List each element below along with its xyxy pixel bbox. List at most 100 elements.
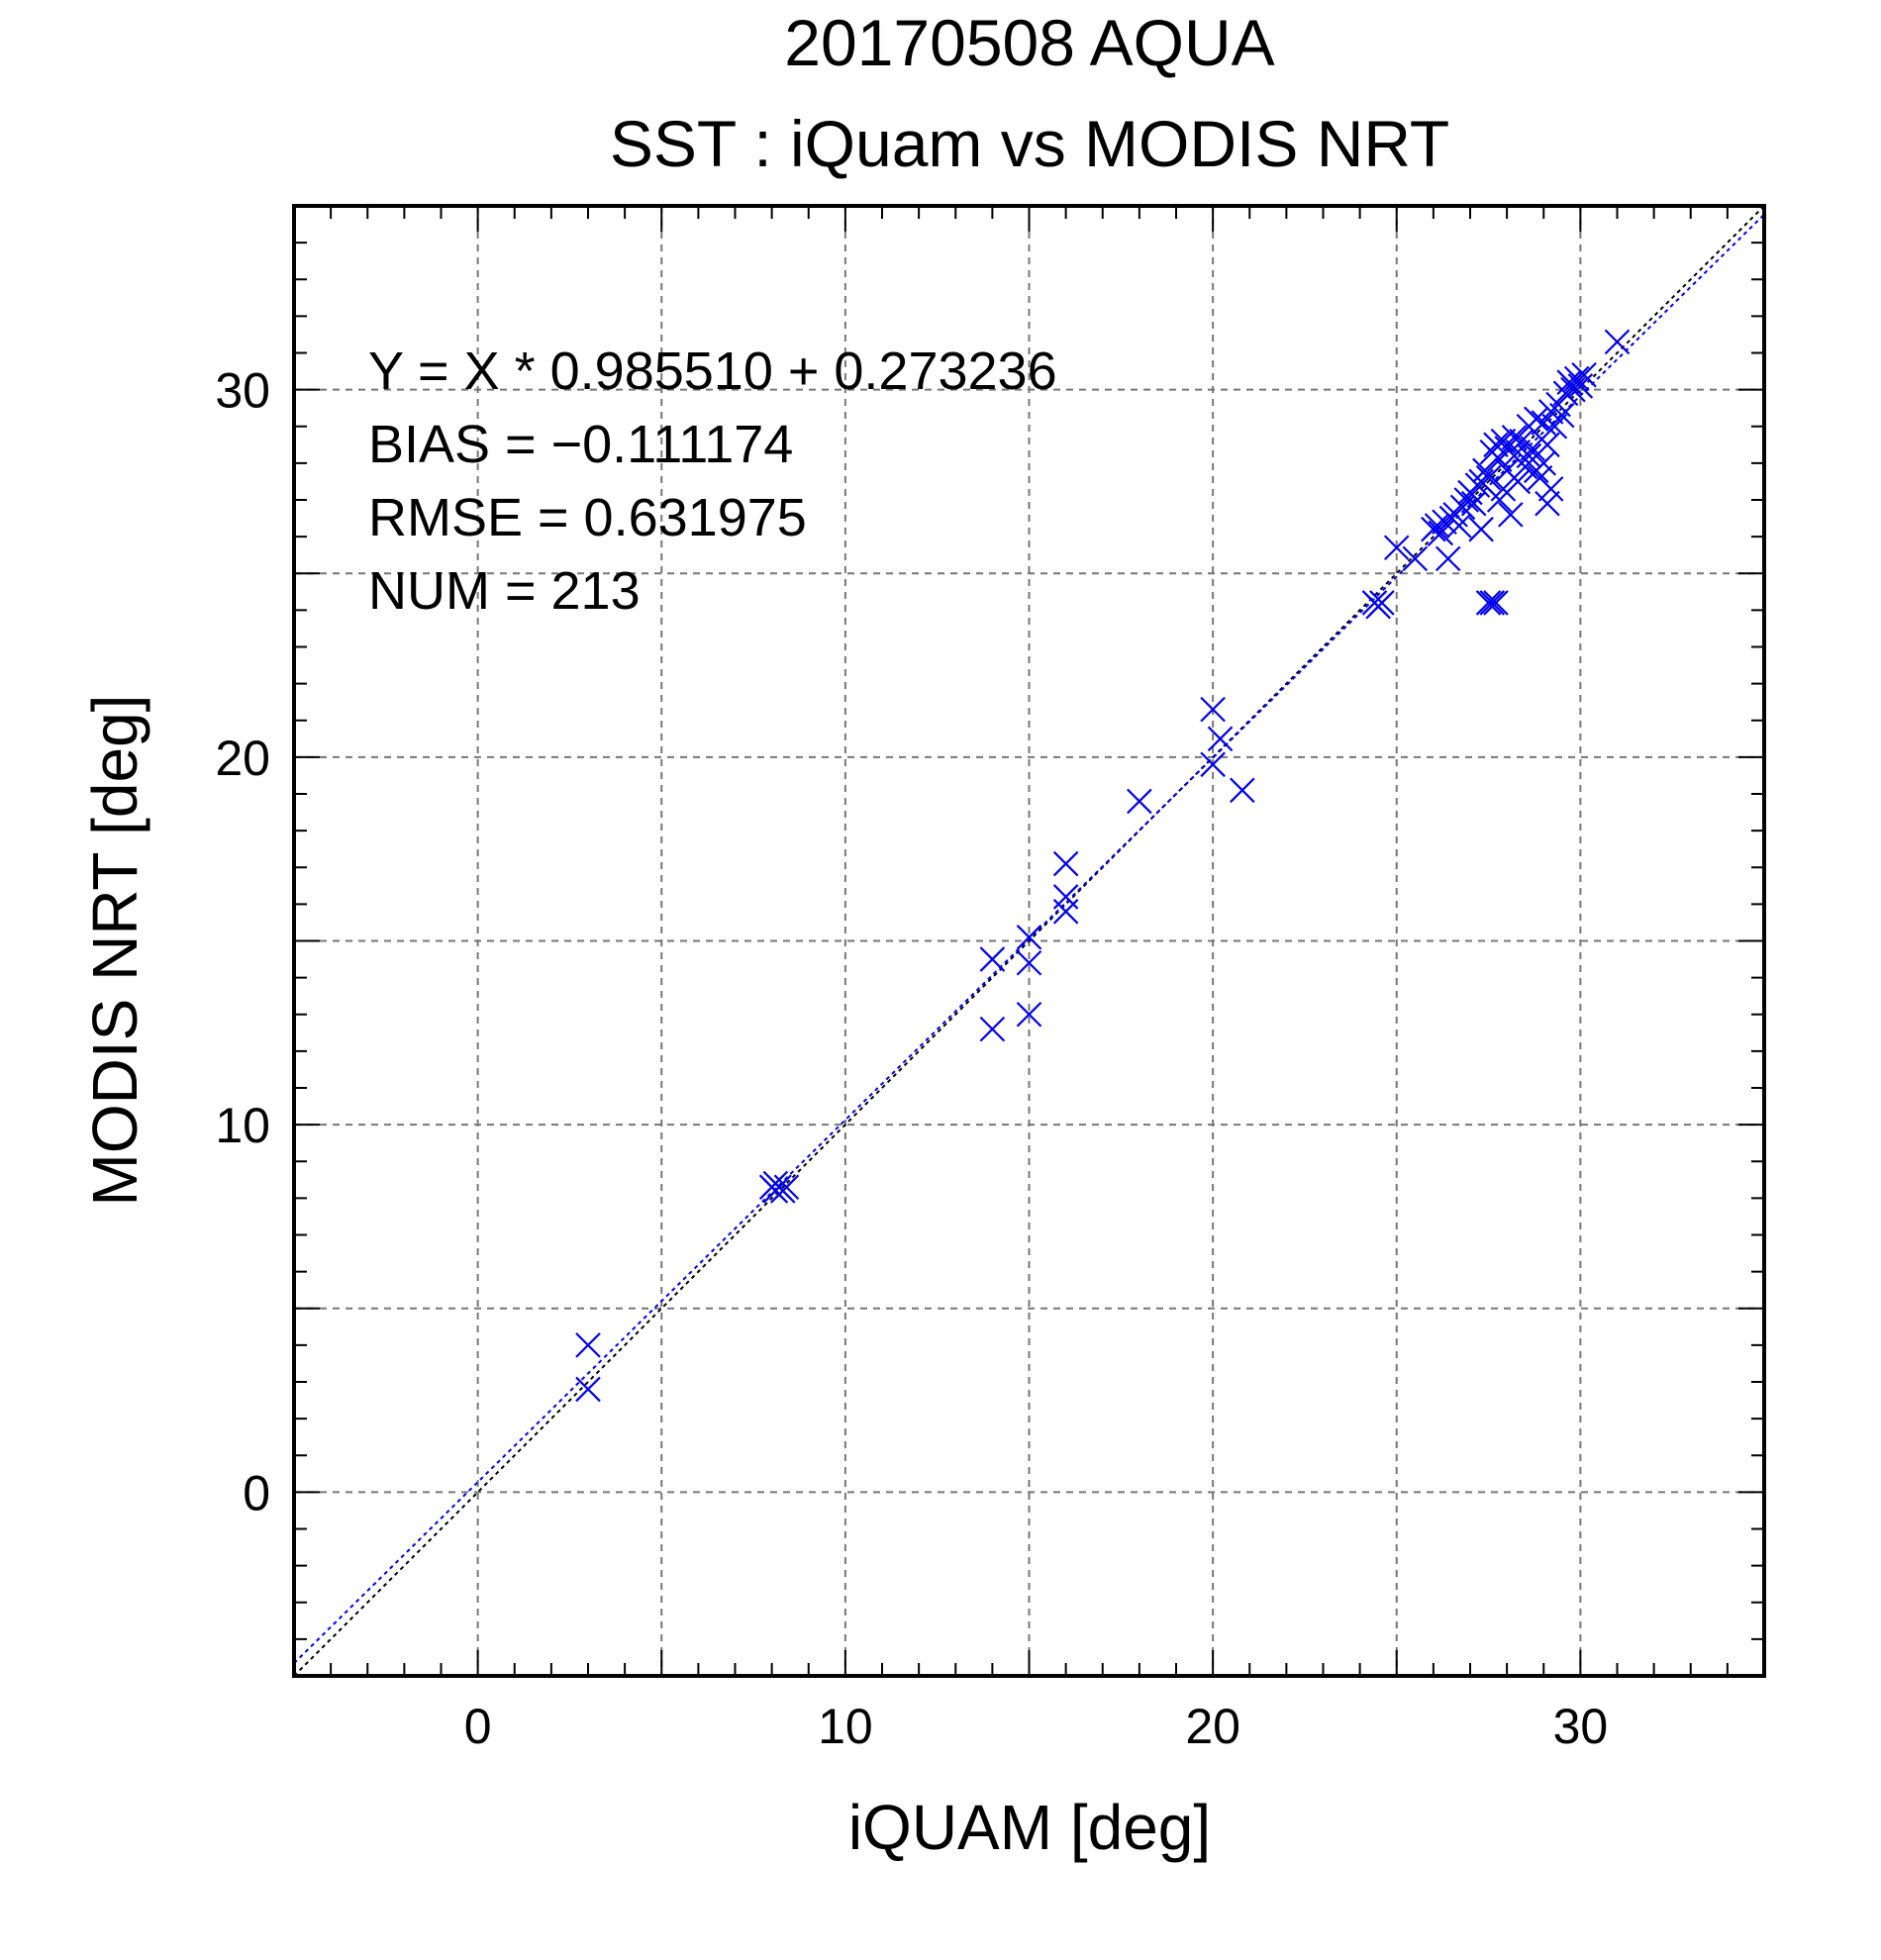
data-point — [1563, 365, 1590, 392]
data-point — [1402, 545, 1429, 572]
data-point-stroke — [1520, 436, 1545, 461]
data-point-stroke — [1483, 590, 1509, 616]
data-point-stroke — [1505, 468, 1532, 495]
data-point-stroke — [1369, 590, 1395, 616]
data-point-stroke — [1432, 509, 1457, 536]
data-point-stroke — [1052, 899, 1079, 925]
data-point-stroke — [1468, 516, 1494, 542]
data-point-stroke — [1016, 1001, 1042, 1028]
data-point — [1498, 502, 1524, 528]
data-point-stroke — [1534, 432, 1560, 458]
data-point — [1541, 413, 1568, 440]
y-tick-label: 10 — [215, 1098, 270, 1153]
y-tick-label: 0 — [243, 1465, 270, 1520]
data-point-stroke — [1549, 402, 1575, 429]
data-point — [1207, 726, 1234, 752]
data-point-stroke — [1501, 425, 1528, 450]
data-point — [1230, 777, 1255, 804]
chart-subtitle: SST : iQuam vs MODIS NRT — [610, 107, 1449, 180]
data-point-stroke — [1537, 476, 1564, 502]
data-point-stroke — [1200, 696, 1226, 723]
data-point-stroke — [762, 1178, 789, 1204]
data-point-stroke — [1604, 329, 1631, 355]
y-tick-label: 30 — [215, 363, 270, 419]
plot-frame — [292, 204, 1766, 1678]
data-point — [1534, 490, 1560, 517]
data-point — [1520, 436, 1545, 461]
data-point — [1435, 545, 1461, 572]
y-axis-label: MODIS NRT [deg] — [79, 695, 150, 1207]
chart-title: 20170508 AQUA — [784, 6, 1274, 79]
data-point-stroke — [1483, 432, 1509, 458]
stats-box: Y = X * 0.985510 + 0.273236 BIAS = −0.111… — [368, 342, 1057, 621]
y-tick-label: 20 — [215, 731, 270, 786]
data-point — [1052, 899, 1079, 925]
data-point — [1475, 590, 1502, 616]
data-point-stroke — [1475, 464, 1502, 491]
data-point-stroke — [1127, 788, 1152, 815]
data-point-stroke — [1016, 949, 1042, 976]
data-point — [1016, 1001, 1042, 1028]
data-point — [1383, 535, 1410, 561]
data-point-stroke — [1531, 410, 1557, 436]
fit-line — [294, 213, 1764, 1664]
data-point-stroke — [1486, 446, 1513, 472]
data-point — [979, 1016, 1006, 1042]
data-point-stroke — [1516, 442, 1542, 469]
grid-lines — [294, 206, 1764, 1676]
data-point — [575, 1376, 601, 1403]
data-point-stroke — [1435, 545, 1461, 572]
data-point-stroke — [1475, 590, 1502, 616]
data-point — [1424, 513, 1450, 539]
x-axis-label: iQUAM [deg] — [848, 1792, 1211, 1863]
data-point — [1516, 442, 1542, 469]
data-points — [575, 329, 1631, 1403]
data-point-stroke — [1016, 925, 1042, 950]
data-point-stroke — [1052, 850, 1079, 877]
data-point — [1549, 402, 1575, 429]
data-point-stroke — [1490, 476, 1517, 502]
data-point-stroke — [575, 1332, 601, 1358]
data-point-stroke — [1509, 428, 1534, 454]
data-point — [1604, 329, 1631, 355]
data-point — [1432, 509, 1457, 536]
data-point — [575, 1332, 601, 1358]
data-point-stroke — [1453, 487, 1480, 513]
data-point-stroke — [1460, 490, 1487, 517]
data-point-stroke — [1498, 502, 1524, 528]
data-point — [1479, 590, 1506, 616]
tick-labels: 0 10 20 30 0 10 20 30 — [215, 363, 1608, 1754]
data-point-stroke — [1479, 590, 1506, 616]
stats-num: NUM = 213 — [368, 561, 641, 621]
data-point-stroke — [1383, 535, 1410, 561]
data-point — [1016, 925, 1042, 950]
data-point-stroke — [1534, 490, 1560, 517]
data-point-stroke — [1571, 361, 1597, 388]
data-point-stroke — [1563, 365, 1590, 392]
data-point-stroke — [1472, 457, 1498, 484]
data-point — [1127, 788, 1152, 815]
data-point-stroke — [1494, 436, 1520, 461]
data-point-stroke — [575, 1376, 601, 1403]
data-point-stroke — [1541, 413, 1568, 440]
data-point — [1505, 468, 1532, 495]
data-point — [1524, 406, 1549, 433]
stats-bias: BIAS = −0.111174 — [368, 415, 793, 474]
data-point — [979, 946, 1006, 972]
data-point — [1200, 751, 1226, 778]
data-point — [1509, 428, 1534, 454]
stats-equation: Y = X * 0.985510 + 0.273236 — [368, 342, 1057, 401]
data-point-stroke — [1200, 751, 1226, 778]
data-point — [1537, 476, 1564, 502]
x-tick-label: 10 — [818, 1699, 873, 1754]
x-tick-label: 0 — [464, 1699, 492, 1754]
data-point — [1475, 464, 1502, 491]
data-point-stroke — [979, 1016, 1006, 1042]
data-point — [1501, 425, 1528, 450]
x-tick-label: 30 — [1553, 1699, 1609, 1754]
data-point — [1052, 850, 1079, 877]
data-point-stroke — [1207, 726, 1234, 752]
data-point — [1016, 949, 1042, 976]
stats-rmse: RMSE = 0.631975 — [368, 488, 807, 547]
